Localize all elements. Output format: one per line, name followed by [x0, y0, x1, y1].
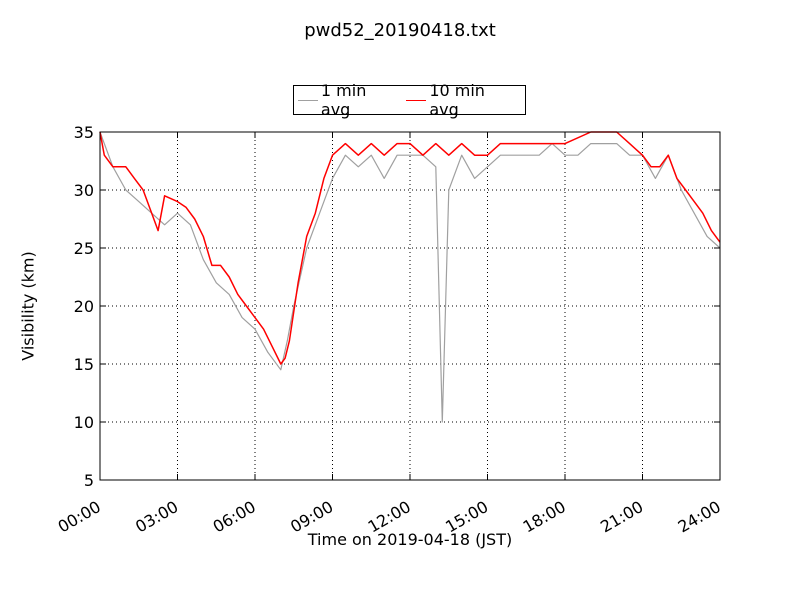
legend: 1 min avg 10 min avg — [293, 81, 526, 119]
chart-title: pwd52_20190418.txt — [304, 20, 496, 41]
legend-label-1min: 1 min avg — [320, 81, 367, 119]
y-tick-label: 5 — [84, 471, 94, 490]
y-tick-label: 20 — [74, 297, 94, 316]
legend-swatch-1min — [298, 99, 318, 101]
x-tick-label: 00:00 — [55, 497, 104, 537]
series-group — [99, 131, 721, 423]
series-line-1min — [99, 131, 721, 423]
y-axis-label: Visibility (km) — [18, 251, 38, 361]
legend-item-1min: 1 min avg — [298, 81, 400, 119]
y-tick-label: 15 — [74, 355, 94, 374]
legend-swatch-10min — [406, 99, 427, 101]
y-tick-label: 10 — [74, 413, 94, 432]
y-tick-label: 35 — [74, 123, 94, 142]
legend-item-10min: 10 min avg — [406, 81, 519, 119]
series-line-10min — [99, 131, 721, 365]
y-tick-label: 30 — [74, 181, 94, 200]
x-axis-label: Time on 2019-04-18 (JST) — [307, 530, 513, 549]
y-tick-label: 25 — [74, 239, 94, 258]
grid — [100, 132, 720, 480]
legend-label-10min: 10 min avg — [429, 81, 485, 119]
